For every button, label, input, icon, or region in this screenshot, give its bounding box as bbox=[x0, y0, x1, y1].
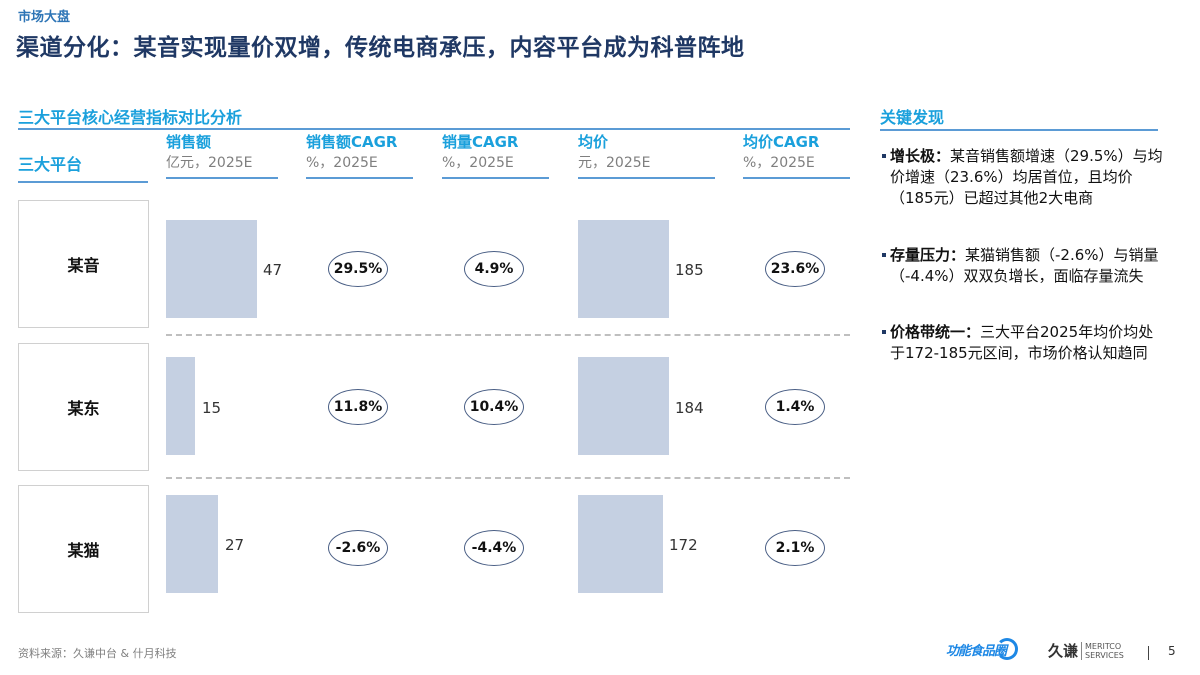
sales-cagr-oval: -2.6% bbox=[328, 530, 388, 566]
column-header-unit: %，2025E bbox=[442, 155, 514, 171]
section-kicker: 市场大盘 bbox=[18, 10, 71, 25]
price-cagr-oval: 1.4% bbox=[765, 389, 825, 425]
avg-price-bar bbox=[578, 220, 669, 318]
column-header-label: 销量CAGR bbox=[442, 133, 519, 151]
platform-column-header: 三大平台 bbox=[18, 154, 148, 183]
volume-cagr-oval: 10.4% bbox=[464, 389, 524, 425]
findings-divider bbox=[880, 129, 1158, 131]
sales-bar bbox=[166, 495, 218, 593]
volume-cagr-value: 10.4% bbox=[469, 399, 519, 415]
avg-price-bar bbox=[578, 357, 669, 455]
header-underline bbox=[18, 181, 148, 183]
platform-name: 某音 bbox=[67, 256, 100, 275]
page-number: 5 bbox=[1168, 644, 1176, 658]
column-header-label: 销售额CAGR bbox=[306, 133, 398, 151]
volume-cagr-value: 4.9% bbox=[474, 261, 514, 277]
page-number-divider bbox=[1148, 646, 1149, 660]
finding-lead: 存量压力： bbox=[890, 246, 966, 264]
volume-cagr-oval: -4.4% bbox=[464, 530, 524, 566]
column-header-unit: %，2025E bbox=[743, 155, 815, 171]
logo-en-line1: MERITCO bbox=[1085, 641, 1122, 651]
column-header-volume-cagr: 销量CAGR %，2025E bbox=[442, 132, 549, 179]
functional-food-logo: 功能食品圈 bbox=[946, 638, 1019, 660]
platform-box-tmall: 某猫 bbox=[18, 485, 149, 613]
column-header-sales: 销售额 亿元，2025E bbox=[166, 132, 278, 179]
finding-text: 某音销售额增速（29.5%）与均价增速（23.6%）均居首位，且均价（185元）… bbox=[890, 147, 1163, 207]
header-underline bbox=[166, 177, 278, 179]
price-cagr-oval: 23.6% bbox=[765, 251, 825, 287]
row-separator bbox=[166, 334, 850, 336]
bullet-icon bbox=[882, 154, 886, 158]
column-header-unit: 元，2025E bbox=[578, 155, 651, 171]
column-header-price-cagr: 均价CAGR %，2025E bbox=[743, 132, 850, 179]
price-cagr-oval: 2.1% bbox=[765, 530, 825, 566]
logo-cn-text: 久谦 bbox=[1048, 642, 1079, 660]
sales-cagr-value: 11.8% bbox=[333, 399, 383, 415]
bullet-icon bbox=[882, 330, 886, 334]
header-underline bbox=[442, 177, 549, 179]
column-header-label: 销售额 bbox=[166, 133, 212, 151]
page-title: 渠道分化：某音实现量价双增，传统电商承压，内容平台成为科普阵地 bbox=[16, 35, 745, 61]
section-divider bbox=[18, 128, 850, 130]
sales-value: 27 bbox=[225, 536, 245, 554]
column-header-avg-price: 均价 元，2025E bbox=[578, 132, 715, 179]
header-underline bbox=[743, 177, 850, 179]
header-underline bbox=[578, 177, 715, 179]
finding-text: 三大平台2025年均价均处于172-185元区间，市场价格认知趋同 bbox=[890, 323, 1154, 362]
platform-header-label: 三大平台 bbox=[18, 155, 83, 174]
finding-lead: 价格带统一： bbox=[890, 323, 981, 341]
meritco-logo: 久谦 MERITCO SERVICES bbox=[1048, 640, 1124, 661]
logo-divider bbox=[1081, 641, 1083, 660]
platform-box-jd: 某东 bbox=[18, 343, 149, 471]
sales-bar bbox=[166, 220, 257, 318]
sales-value: 15 bbox=[202, 399, 222, 417]
header-underline bbox=[306, 177, 413, 179]
sales-bar bbox=[166, 357, 195, 455]
sales-cagr-oval: 29.5% bbox=[328, 251, 388, 287]
finding-item: 增长极：某音销售额增速（29.5%）与均价增速（23.6%）均居首位，且均价（1… bbox=[882, 146, 1167, 209]
logo-text: 功能食品圈 bbox=[946, 643, 1007, 659]
volume-cagr-oval: 4.9% bbox=[464, 251, 524, 287]
price-cagr-value: 2.1% bbox=[775, 540, 815, 556]
logo-en-text: MERITCO SERVICES bbox=[1085, 642, 1124, 660]
sales-cagr-value: 29.5% bbox=[333, 261, 383, 277]
column-header-label: 均价 bbox=[578, 133, 609, 151]
avg-price-value: 184 bbox=[675, 399, 704, 417]
sales-value: 47 bbox=[263, 261, 283, 279]
platform-name: 某猫 bbox=[67, 541, 100, 560]
volume-cagr-value: -4.4% bbox=[471, 540, 517, 556]
finding-item: 价格带统一：三大平台2025年均价均处于172-185元区间，市场价格认知趋同 bbox=[882, 322, 1167, 364]
sales-cagr-oval: 11.8% bbox=[328, 389, 388, 425]
price-cagr-value: 1.4% bbox=[775, 399, 815, 415]
finding-lead: 增长极： bbox=[890, 147, 951, 165]
finding-text: 某猫销售额（-2.6%）与销量（-4.4%）双双负增长，面临存量流失 bbox=[890, 246, 1159, 285]
platform-box-douyin: 某音 bbox=[18, 200, 149, 328]
avg-price-value: 172 bbox=[669, 536, 698, 554]
avg-price-bar bbox=[578, 495, 663, 593]
row-separator bbox=[166, 477, 850, 479]
logo-en-line2: SERVICES bbox=[1085, 650, 1124, 660]
finding-item: 存量压力：某猫销售额（-2.6%）与销量（-4.4%）双双负增长，面临存量流失 bbox=[882, 245, 1167, 287]
column-header-unit: 亿元，2025E bbox=[166, 155, 253, 171]
table-section-title: 三大平台核心经营指标对比分析 bbox=[18, 108, 243, 127]
findings-title: 关键发现 bbox=[880, 108, 945, 127]
column-header-sales-cagr: 销售额CAGR %，2025E bbox=[306, 132, 413, 179]
column-header-label: 均价CAGR bbox=[743, 133, 820, 151]
column-header-unit: %，2025E bbox=[306, 155, 378, 171]
price-cagr-value: 23.6% bbox=[770, 261, 820, 277]
bullet-icon bbox=[882, 253, 886, 257]
sales-cagr-value: -2.6% bbox=[335, 540, 381, 556]
source-note: 资料来源：久谦中台 & 什月科技 bbox=[18, 647, 177, 660]
logo-ring-icon bbox=[996, 638, 1019, 660]
platform-name: 某东 bbox=[67, 399, 100, 418]
avg-price-value: 185 bbox=[675, 261, 704, 279]
